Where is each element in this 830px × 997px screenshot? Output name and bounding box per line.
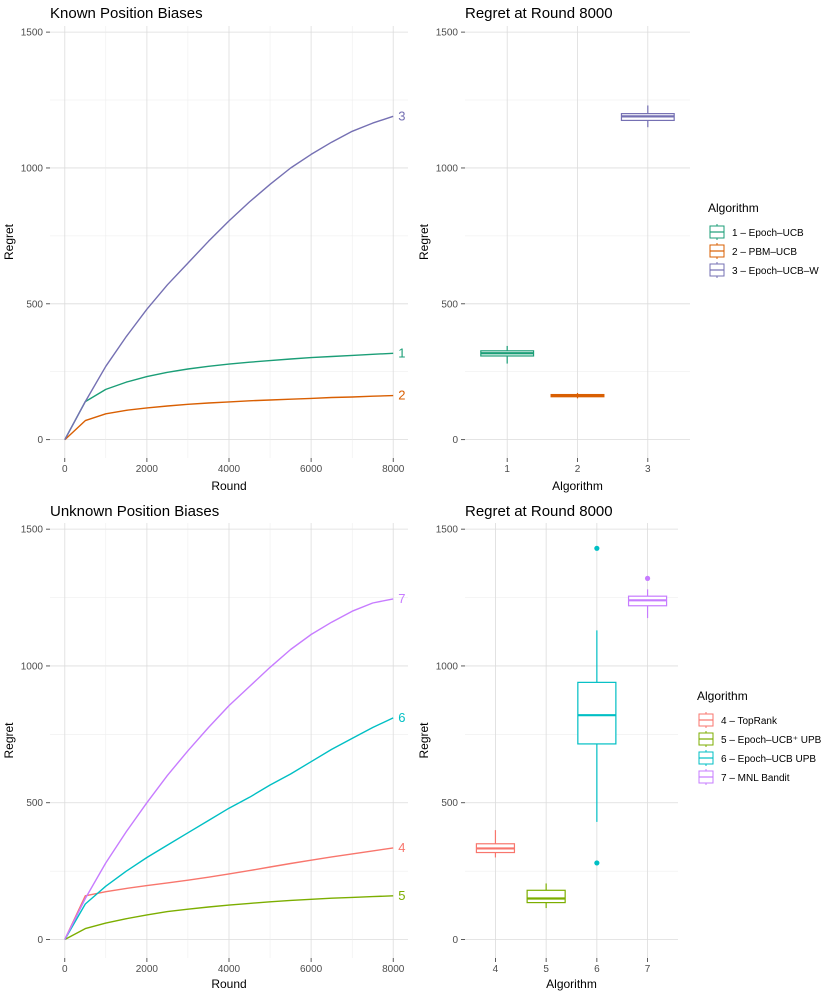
panel-p3: Unknown Position Biases 0 500 1000 1500 Regre… (2, 503, 408, 991)
y-tick-label: 1500 (436, 525, 459, 536)
series-line-3 (64, 115, 394, 441)
y-tick-label: 1000 (21, 661, 44, 672)
chart-title: Known Position Biases (50, 5, 203, 22)
x-tick-label: 4000 (218, 964, 241, 975)
box-outlier (594, 860, 600, 866)
x-tick-label: 6000 (300, 964, 323, 975)
y-tick-label: 0 (452, 935, 458, 946)
boxplot-1 (480, 345, 535, 364)
x-tick-label: 4000 (218, 464, 241, 475)
legend-title: Algorithm (697, 689, 748, 703)
x-tick-label: 0 (62, 964, 68, 975)
x-tick-label: 0 (62, 464, 68, 475)
series-line-7 (64, 598, 394, 940)
legend-title: Algorithm (708, 201, 759, 215)
y-tick-label: 500 (26, 299, 43, 310)
series-end-label: 6 (398, 710, 405, 725)
x-tick-label: 2000 (136, 464, 159, 475)
legend-label: 4 – TopRank (721, 716, 778, 727)
series-end-label: 1 (398, 345, 405, 360)
boxplot-5 (526, 883, 566, 909)
series-end-label: 4 (398, 840, 405, 855)
series-end-label: 5 (398, 888, 405, 903)
boxplot-6 (577, 545, 617, 866)
boxplot-3 (620, 105, 675, 128)
y-tick-label: 1500 (21, 525, 44, 536)
x-tick-label: 3 (645, 464, 651, 475)
legend-label: 3 – Epoch–UCB–W (732, 266, 819, 277)
x-tick-label: 2 (575, 464, 581, 475)
x-tick-label: 6000 (300, 464, 323, 475)
x-tick-label: 2000 (136, 964, 159, 975)
legend-key (698, 769, 714, 785)
y-tick-label: 0 (37, 935, 43, 946)
x-tick-label: 5 (543, 964, 549, 975)
plot-area (465, 523, 678, 958)
legend-key (698, 712, 714, 728)
x-tick-label: 4 (493, 964, 499, 975)
legend: Algorithm 1 – Epoch–UCB 2 – PBM–UCB 3 – Epo… (708, 201, 819, 278)
legend-key (709, 262, 725, 278)
y-tick-label: 0 (37, 435, 43, 446)
legend-key (709, 243, 725, 259)
series-line-5 (64, 895, 394, 941)
legend-key (709, 224, 725, 240)
y-tick-label: 0 (452, 435, 458, 446)
series-end-label: 7 (398, 591, 405, 606)
x-axis-title: Algorithm (552, 479, 603, 493)
chart-title: Regret at Round 8000 (465, 503, 613, 520)
series-line-2 (64, 394, 394, 441)
x-axis-title: Round (211, 479, 246, 493)
y-tick-label: 1000 (436, 163, 459, 174)
series-line-6 (64, 717, 394, 940)
box-iqr (577, 681, 617, 745)
boxplot-4 (475, 830, 516, 858)
y-axis-title: Regret (417, 722, 431, 759)
boxplot-7 (627, 575, 668, 619)
x-tick-label: 8000 (382, 464, 405, 475)
x-tick-label: 8000 (382, 964, 405, 975)
legend-label: 6 – Epoch–UCB UPB (721, 754, 816, 765)
boxplot-2 (550, 392, 605, 399)
panel-p4: Regret at Round 8000 0 500 1000 1500 Regret 4 5… (417, 503, 822, 991)
y-tick-label: 500 (441, 798, 458, 809)
y-tick-label: 1000 (436, 661, 459, 672)
box-iqr (526, 889, 566, 904)
series-line-1 (64, 352, 394, 441)
chart-title: Regret at Round 8000 (465, 5, 613, 22)
series-line-4 (64, 847, 394, 940)
legend-label: 2 – PBM–UCB (732, 247, 797, 258)
legend: Algorithm 4 – TopRank 5 – Epoch–UCB⁺ UPB 6 … (697, 689, 822, 785)
x-axis-title: Algorithm (546, 977, 597, 991)
box-outlier (594, 545, 600, 551)
legend-key (698, 731, 714, 747)
y-tick-label: 500 (441, 299, 458, 310)
x-axis-title: Round (211, 977, 246, 991)
panel-p2: Regret at Round 8000 0 500 1000 1500 Regret 1 2… (417, 5, 819, 493)
legend-label: 7 – MNL Bandit (721, 773, 790, 784)
chart-title: Unknown Position Biases (50, 503, 219, 520)
x-tick-label: 6 (594, 964, 600, 975)
y-tick-label: 1500 (436, 28, 459, 39)
y-axis-title: Regret (417, 223, 431, 260)
box-outlier (644, 575, 651, 582)
legend-label: 5 – Epoch–UCB⁺ UPB (721, 735, 822, 746)
x-tick-label: 1 (504, 464, 510, 475)
y-tick-label: 500 (26, 798, 43, 809)
y-axis-title: Regret (2, 223, 16, 260)
legend-label: 1 – Epoch–UCB (732, 228, 804, 239)
series-end-label: 2 (398, 388, 405, 403)
y-tick-label: 1000 (21, 163, 44, 174)
y-tick-label: 1500 (21, 28, 44, 39)
x-tick-label: 7 (645, 964, 651, 975)
legend-key (698, 750, 714, 766)
y-axis-title: Regret (2, 722, 16, 759)
series-end-label: 3 (398, 108, 405, 123)
panel-p1: Known Position Biases 0 500 1000 1500 Regret 0… (2, 5, 408, 493)
